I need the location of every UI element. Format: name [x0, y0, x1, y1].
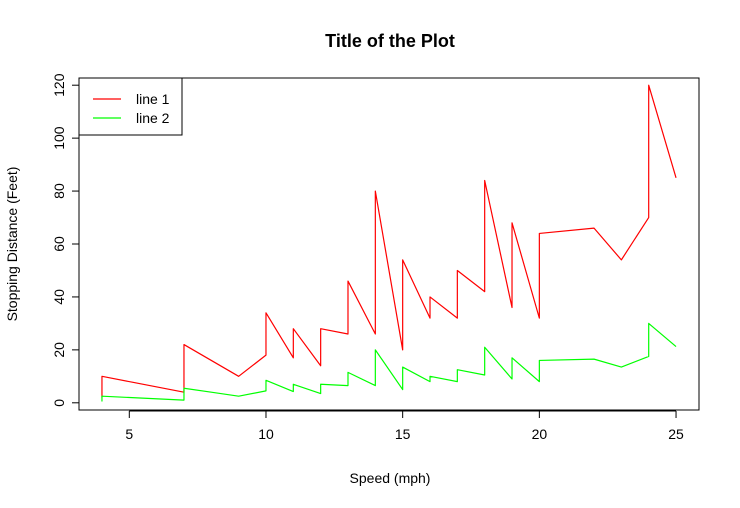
series-lines [101, 84, 677, 402]
y-tick-label: 20 [51, 342, 67, 358]
legend-label-1: line 1 [136, 91, 170, 107]
legend-box [78, 77, 183, 136]
y-tick-label: 80 [51, 183, 67, 199]
x-tick-label: 25 [668, 426, 684, 442]
chart-title: Title of the Plot [325, 31, 455, 51]
x-axis-label: Speed (mph) [350, 470, 431, 486]
x-tick-label: 5 [125, 426, 133, 442]
y-tick-label: 120 [51, 73, 67, 97]
legend-label-2: line 2 [136, 110, 170, 126]
legend: line 1 line 2 [78, 77, 183, 136]
x-tick-label: 20 [532, 426, 548, 442]
x-tick-label: 10 [258, 426, 274, 442]
y-axis-label: Stopping Distance (Feet) [4, 167, 20, 322]
y-tick-label: 0 [51, 399, 67, 407]
y-axis: 0 20 40 60 80 100 120 [51, 73, 80, 407]
series-line-2 [101, 322, 677, 402]
series-line-1 [101, 84, 677, 398]
y-tick-label: 40 [51, 289, 67, 305]
y-tick-label: 60 [51, 236, 67, 252]
y-tick-label: 100 [51, 126, 67, 150]
x-tick-label: 15 [395, 426, 411, 442]
x-axis: 5 10 15 20 25 [125, 410, 684, 442]
